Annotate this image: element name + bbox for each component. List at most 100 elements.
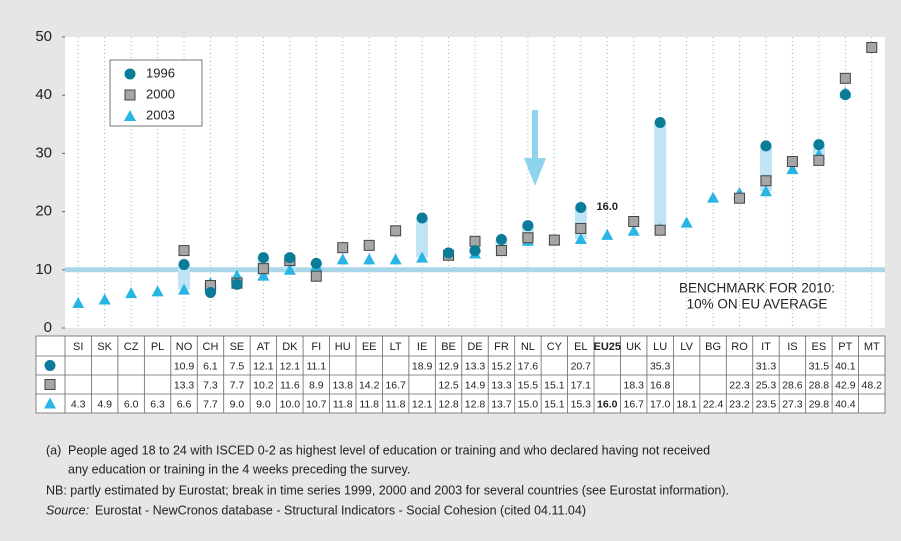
table-cell: 25.3 bbox=[756, 379, 777, 391]
table-cell: 18.1 bbox=[676, 398, 697, 410]
table-cell: 9.0 bbox=[256, 398, 271, 410]
footnote: any education or training in the 4 weeks… bbox=[68, 462, 410, 476]
x-tick-label: RO bbox=[731, 341, 748, 353]
marker bbox=[759, 185, 772, 197]
x-tick-label: LV bbox=[680, 341, 693, 353]
table-cell: 17.6 bbox=[518, 360, 539, 372]
x-tick-label: LU bbox=[653, 341, 667, 353]
table-cell: 35.3 bbox=[650, 360, 671, 372]
table-cell: 14.2 bbox=[359, 379, 380, 391]
marker bbox=[839, 89, 851, 101]
x-tick-label: SE bbox=[230, 341, 245, 353]
x-tick-label: CZ bbox=[124, 341, 139, 353]
marker bbox=[786, 163, 799, 175]
y-tick-label: 10 bbox=[35, 261, 52, 278]
marker bbox=[178, 259, 190, 271]
marker bbox=[310, 270, 322, 282]
table-cell: 14.9 bbox=[465, 379, 486, 391]
table-cell: 12.9 bbox=[438, 360, 459, 372]
table-cell: 11.8 bbox=[359, 398, 379, 410]
table-cell: 15.3 bbox=[571, 398, 592, 410]
table-cell: 4.9 bbox=[97, 398, 112, 410]
marker bbox=[522, 220, 534, 232]
x-tick-label: HU bbox=[335, 341, 351, 353]
benchmark-label: 10% ON EU AVERAGE bbox=[687, 297, 828, 312]
table-cell: 12.1 bbox=[412, 398, 433, 410]
table-cell: 15.2 bbox=[491, 360, 512, 372]
x-tick-label: BG bbox=[705, 341, 721, 353]
table-cell: 13.3 bbox=[465, 360, 486, 372]
x-tick-label: PT bbox=[838, 341, 852, 353]
marker bbox=[363, 253, 376, 265]
marker bbox=[204, 286, 216, 298]
table-cell: 15.5 bbox=[518, 379, 539, 391]
marker bbox=[44, 397, 56, 409]
x-tick-label: FI bbox=[311, 341, 321, 353]
marker bbox=[469, 235, 481, 247]
marker bbox=[654, 224, 666, 236]
marker bbox=[416, 212, 428, 224]
source: Eurostat - NewCronos database - Structur… bbox=[95, 503, 586, 517]
table-cell: 6.0 bbox=[124, 398, 139, 410]
marker bbox=[257, 269, 270, 281]
range-bar bbox=[654, 122, 667, 230]
marker bbox=[654, 117, 666, 129]
table-cell: 11.6 bbox=[280, 379, 300, 391]
y-tick-label: 30 bbox=[35, 144, 52, 161]
x-tick-label: BE bbox=[441, 341, 456, 353]
marker bbox=[257, 263, 269, 275]
x-tick-label: NL bbox=[521, 341, 535, 353]
marker bbox=[680, 216, 693, 228]
table-cell: 18.3 bbox=[623, 379, 644, 391]
marker bbox=[416, 251, 429, 263]
marker bbox=[44, 360, 56, 371]
marker bbox=[839, 72, 851, 84]
marker bbox=[575, 222, 587, 234]
table-cell: 22.3 bbox=[729, 379, 750, 391]
x-tick-label: EE bbox=[362, 341, 377, 353]
x-tick-label: ES bbox=[812, 341, 827, 353]
marker bbox=[495, 234, 507, 246]
table-cell: 23.5 bbox=[756, 398, 777, 410]
marker bbox=[548, 234, 560, 246]
arrow bbox=[524, 110, 546, 186]
x-tick-label: IS bbox=[787, 341, 797, 353]
x-tick-label: SK bbox=[97, 341, 112, 353]
marker bbox=[178, 245, 190, 257]
y-tick-label: 0 bbox=[44, 319, 52, 336]
x-tick-label: AT bbox=[257, 341, 271, 353]
table-cell: 28.8 bbox=[809, 379, 830, 391]
source-label: Source: bbox=[46, 503, 89, 517]
marker bbox=[760, 175, 772, 187]
table-cell: 10.9 bbox=[174, 360, 195, 372]
marker bbox=[390, 225, 402, 237]
table-cell: 15.1 bbox=[544, 379, 565, 391]
table-cell: 12.1 bbox=[253, 360, 274, 372]
data-table bbox=[35, 335, 886, 414]
marker bbox=[707, 191, 720, 203]
table-cell: 10.2 bbox=[253, 379, 274, 391]
table-cell: 11.8 bbox=[386, 398, 406, 410]
x-tick-label: MT bbox=[864, 341, 880, 353]
table-cell: 48.2 bbox=[862, 379, 883, 391]
table-cell: 12.5 bbox=[438, 379, 459, 391]
marker bbox=[337, 242, 349, 254]
table-cell: 20.7 bbox=[571, 360, 592, 372]
x-tick-label: UK bbox=[626, 341, 642, 353]
marker bbox=[760, 140, 772, 152]
marker bbox=[124, 89, 136, 101]
table-cell: 13.7 bbox=[491, 398, 512, 410]
x-tick-label: LT bbox=[390, 341, 402, 353]
table-cell: 15.1 bbox=[544, 398, 565, 410]
table-cell: 12.1 bbox=[280, 360, 301, 372]
table-cell: 28.6 bbox=[782, 379, 803, 391]
marker bbox=[283, 263, 296, 275]
table-cell: 40.4 bbox=[835, 398, 856, 410]
x-tick-label: PL bbox=[151, 341, 164, 353]
x-tick-label: CY bbox=[547, 341, 563, 353]
marker bbox=[786, 156, 798, 168]
marker bbox=[443, 247, 455, 259]
x-tick-label: EU25 bbox=[593, 341, 621, 353]
table-cell: 17.0 bbox=[650, 398, 671, 410]
table-cell: 4.3 bbox=[71, 398, 86, 410]
